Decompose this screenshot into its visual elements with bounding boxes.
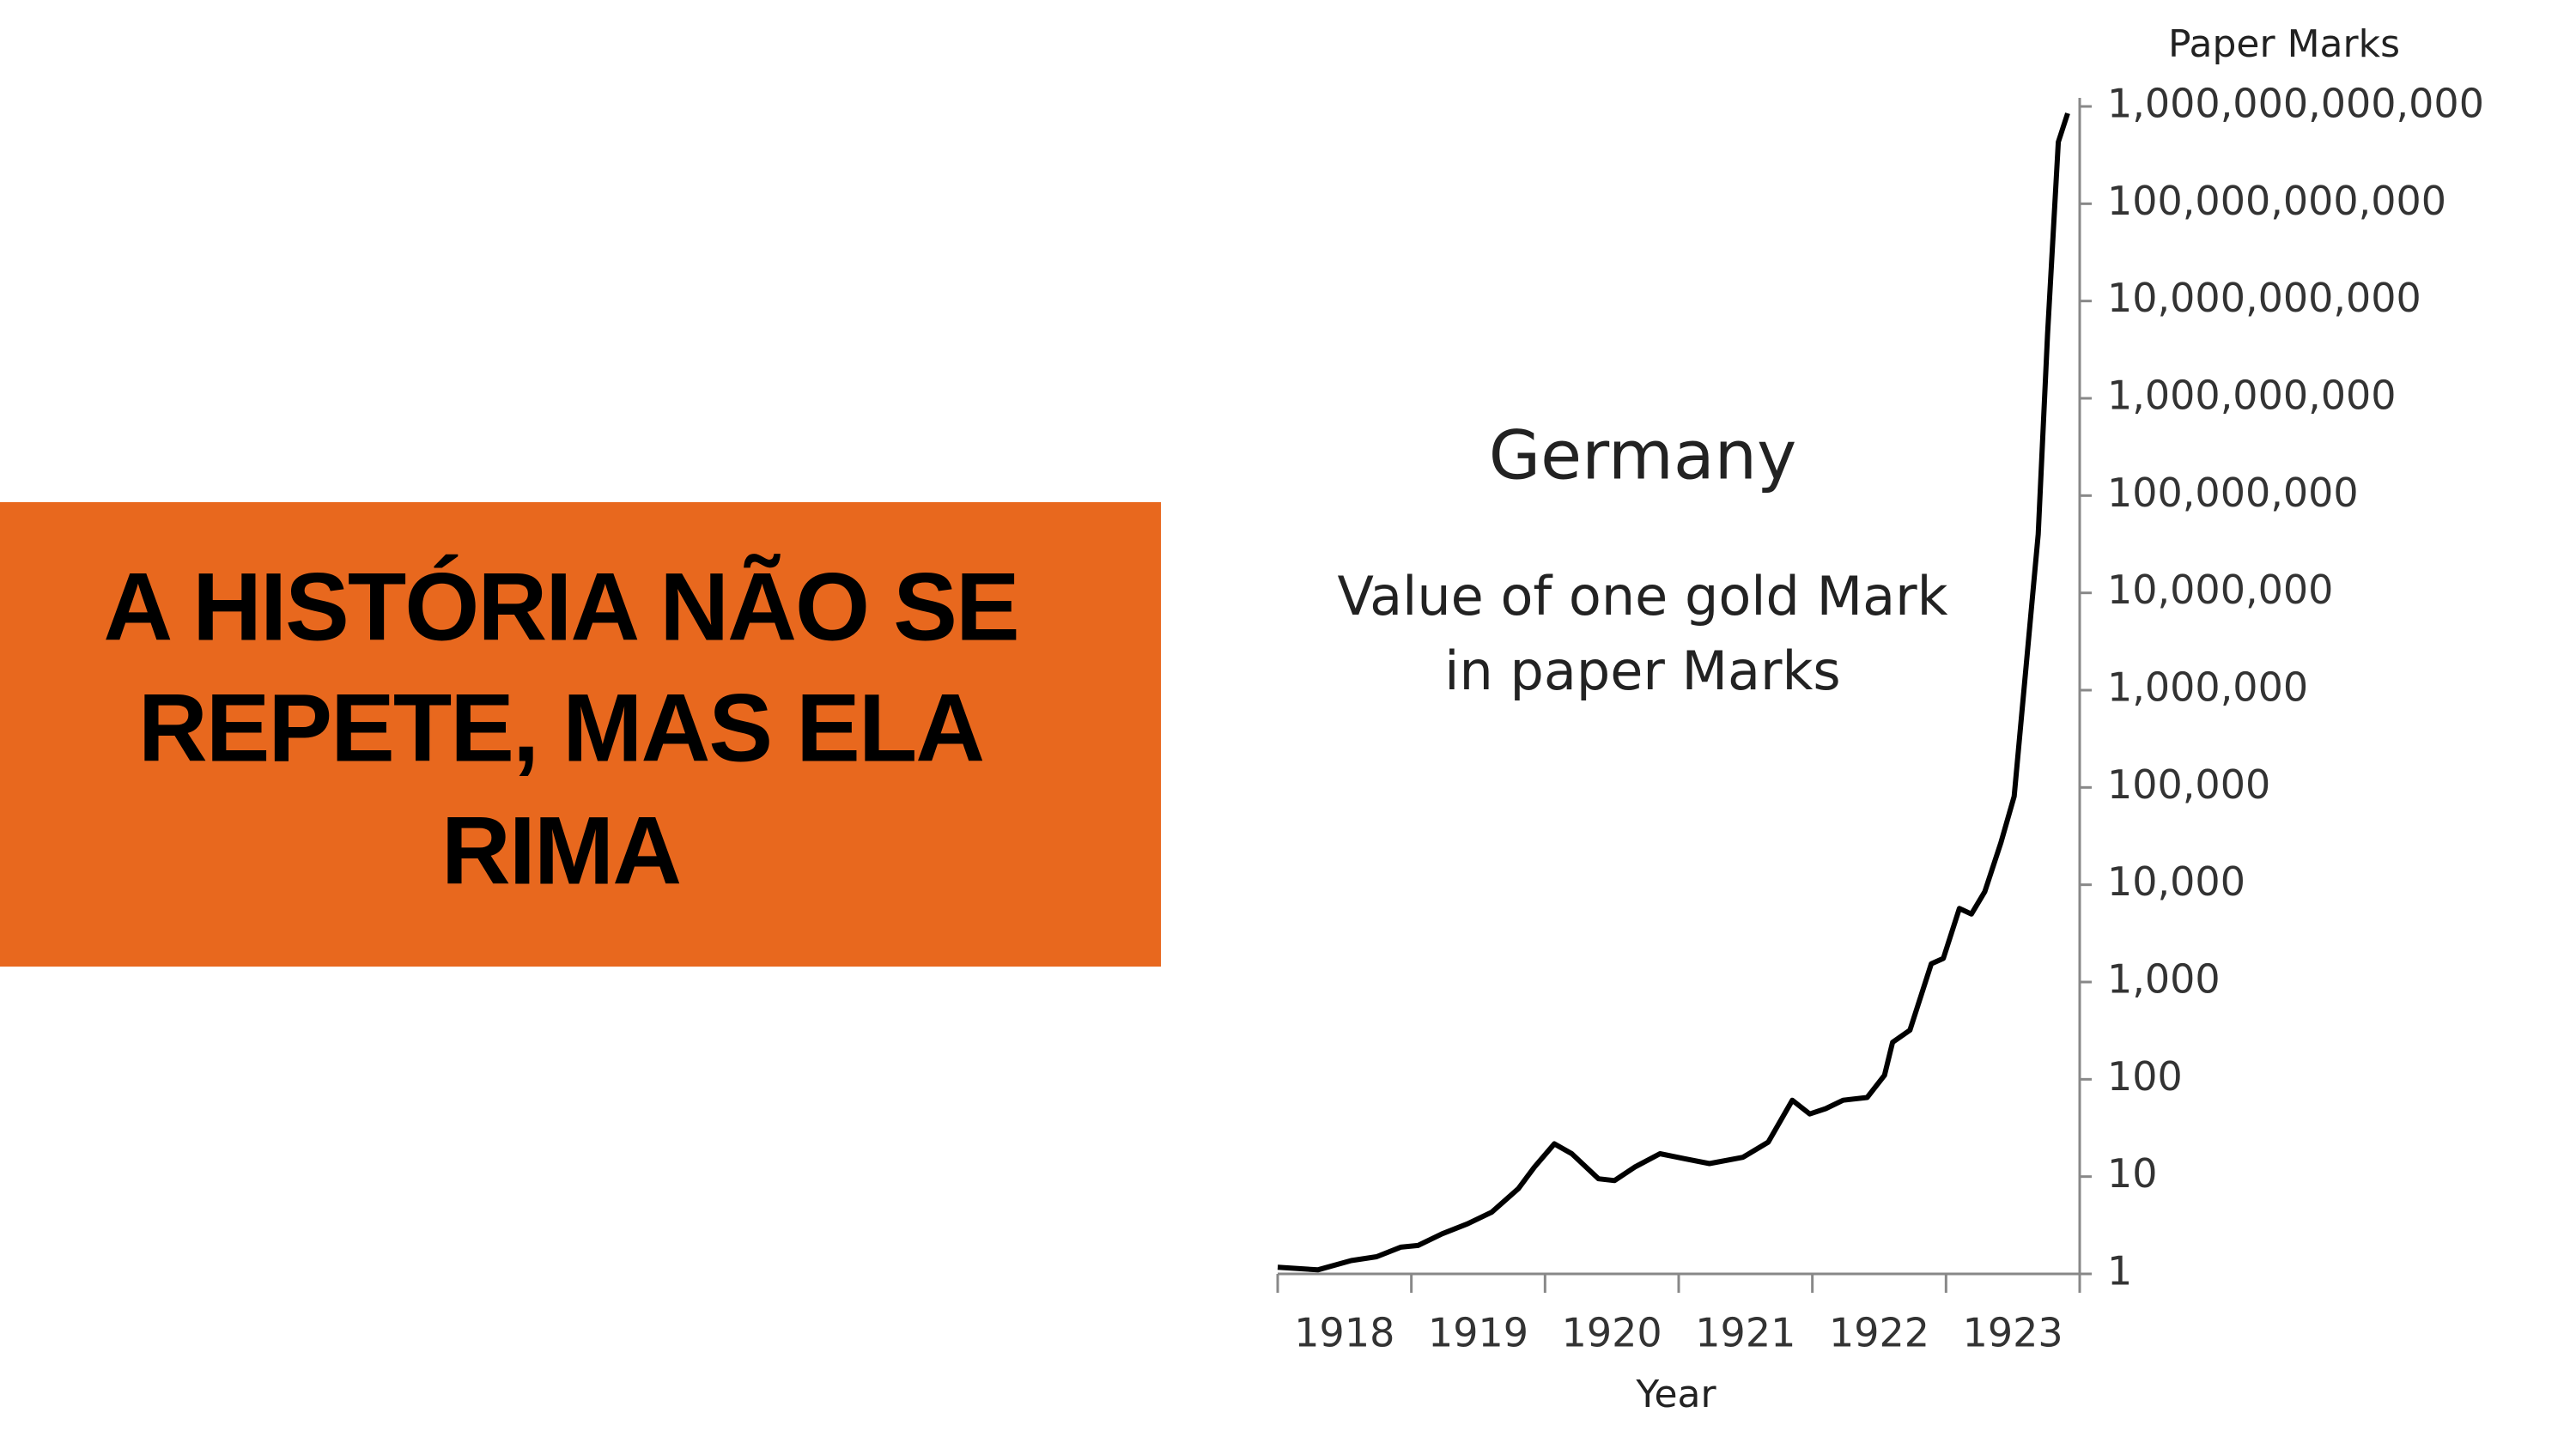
y-tick-label: 1,000,000,000: [2107, 373, 2397, 419]
headline-line: RIMA: [441, 797, 680, 905]
headline-box: [0, 502, 1161, 967]
x-tick-label: 1918: [1294, 1310, 1394, 1356]
y-tick-label: 10,000: [2107, 858, 2245, 905]
y-tick-label: 10,000,000: [2107, 567, 2333, 613]
chart-title: Germany: [1489, 417, 1797, 494]
y-tick-label: 1,000,000,000,000: [2107, 81, 2484, 127]
y-tick-label: 1,000: [2107, 956, 2221, 1003]
x-tick-label: 1920: [1562, 1310, 1662, 1356]
x-tick-label: 1922: [1829, 1310, 1929, 1356]
y-tick-label: 100,000,000: [2107, 470, 2359, 516]
headline-line: REPETE, MAS ELA: [138, 675, 983, 782]
chart-subtitle: in paper Marks: [1444, 640, 1840, 702]
x-tick-label: 1923: [1963, 1310, 2063, 1356]
y-tick-label: 1,000,000: [2107, 664, 2308, 711]
y-tick-label: 100,000: [2107, 761, 2270, 808]
headline-line: A HISTÓRIA NÃO SE: [103, 554, 1018, 661]
y-tick-label: 1: [2107, 1248, 2132, 1294]
chart-subtitle: Value of one gold Mark: [1338, 565, 1948, 627]
y-tick-label: 10,000,000,000: [2107, 275, 2421, 321]
x-tick-label: 1919: [1428, 1310, 1528, 1356]
y-axis-label: Paper Marks: [2168, 22, 2400, 66]
data-line: [1277, 112, 2070, 1273]
y-tick-label: 100: [2107, 1053, 2183, 1100]
y-tick-label: 100,000,000,000: [2107, 178, 2446, 224]
x-axis-label: Year: [1635, 1373, 1716, 1416]
y-tick-label: 10: [2107, 1150, 2158, 1197]
x-tick-label: 1921: [1695, 1310, 1795, 1356]
